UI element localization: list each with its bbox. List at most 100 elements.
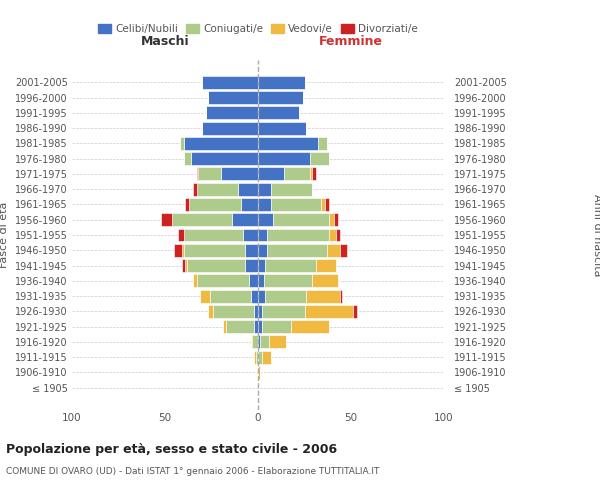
Bar — [226, 320, 254, 333]
Bar — [254, 320, 258, 333]
Bar — [258, 305, 262, 318]
Bar — [316, 259, 336, 272]
Bar — [223, 320, 226, 333]
Bar — [243, 228, 258, 241]
Bar — [193, 182, 197, 196]
Bar — [258, 320, 262, 333]
Bar — [185, 259, 187, 272]
Bar — [180, 137, 184, 150]
Bar — [310, 168, 312, 180]
Bar — [336, 228, 340, 241]
Bar — [258, 122, 307, 134]
Bar — [271, 182, 312, 196]
Bar — [249, 274, 258, 287]
Bar — [268, 228, 329, 241]
Bar — [182, 244, 184, 256]
Bar — [258, 137, 317, 150]
Bar — [262, 350, 271, 364]
Bar — [258, 168, 284, 180]
Text: Popolazione per età, sesso e stato civile - 2006: Popolazione per età, sesso e stato civil… — [6, 442, 337, 456]
Bar — [202, 76, 258, 89]
Bar — [312, 274, 338, 287]
Bar — [175, 244, 182, 256]
Bar — [317, 137, 327, 150]
Bar — [260, 336, 269, 348]
Bar — [161, 214, 172, 226]
Bar — [265, 259, 316, 272]
Bar — [258, 228, 268, 241]
Bar — [245, 244, 258, 256]
Bar — [187, 259, 245, 272]
Bar — [185, 198, 189, 211]
Y-axis label: Fasce di età: Fasce di età — [0, 202, 10, 268]
Bar — [305, 305, 353, 318]
Bar — [258, 244, 268, 256]
Bar — [254, 350, 256, 364]
Bar — [202, 122, 258, 134]
Bar — [193, 274, 197, 287]
Bar — [258, 182, 271, 196]
Bar — [329, 214, 334, 226]
Bar — [292, 320, 329, 333]
Bar — [254, 305, 258, 318]
Bar — [251, 336, 253, 348]
Bar — [258, 274, 263, 287]
Bar — [232, 214, 258, 226]
Bar — [184, 137, 258, 150]
Bar — [199, 168, 221, 180]
Bar — [269, 336, 286, 348]
Bar — [238, 182, 258, 196]
Bar — [258, 198, 271, 211]
Bar — [263, 274, 312, 287]
Bar — [307, 290, 340, 302]
Bar — [197, 182, 238, 196]
Bar — [262, 320, 292, 333]
Bar — [258, 152, 310, 165]
Bar — [258, 214, 273, 226]
Bar — [340, 290, 342, 302]
Bar — [258, 350, 262, 364]
Bar — [214, 305, 254, 318]
Bar — [334, 214, 338, 226]
Text: Anni di nascita: Anni di nascita — [592, 194, 600, 276]
Bar — [258, 76, 305, 89]
Bar — [208, 91, 258, 104]
Bar — [258, 366, 260, 379]
Bar — [353, 305, 356, 318]
Bar — [325, 198, 329, 211]
Bar — [258, 106, 299, 120]
Bar — [268, 244, 327, 256]
Bar — [221, 168, 258, 180]
Bar — [191, 152, 258, 165]
Bar — [241, 198, 258, 211]
Bar — [262, 305, 305, 318]
Bar — [182, 259, 185, 272]
Bar — [251, 290, 258, 302]
Bar — [284, 168, 310, 180]
Bar — [253, 336, 258, 348]
Bar — [256, 350, 258, 364]
Bar — [197, 274, 249, 287]
Bar — [258, 91, 302, 104]
Bar — [321, 198, 325, 211]
Bar — [271, 198, 321, 211]
Legend: Celibi/Nubili, Coniugati/e, Vedovi/e, Divorziati/e: Celibi/Nubili, Coniugati/e, Vedovi/e, Di… — [94, 20, 422, 38]
Bar — [208, 305, 214, 318]
Bar — [184, 228, 243, 241]
Text: Femmine: Femmine — [319, 34, 383, 48]
Bar — [327, 244, 340, 256]
Bar — [265, 290, 307, 302]
Bar — [189, 198, 241, 211]
Text: COMUNE DI OVARO (UD) - Dati ISTAT 1° gennaio 2006 - Elaborazione TUTTITALIA.IT: COMUNE DI OVARO (UD) - Dati ISTAT 1° gen… — [6, 468, 379, 476]
Bar — [329, 228, 336, 241]
Bar — [340, 244, 347, 256]
Bar — [258, 259, 265, 272]
Bar — [206, 106, 258, 120]
Bar — [245, 259, 258, 272]
Bar — [209, 290, 251, 302]
Bar — [172, 214, 232, 226]
Text: Maschi: Maschi — [140, 34, 190, 48]
Bar — [200, 290, 209, 302]
Bar — [178, 228, 184, 241]
Bar — [184, 244, 245, 256]
